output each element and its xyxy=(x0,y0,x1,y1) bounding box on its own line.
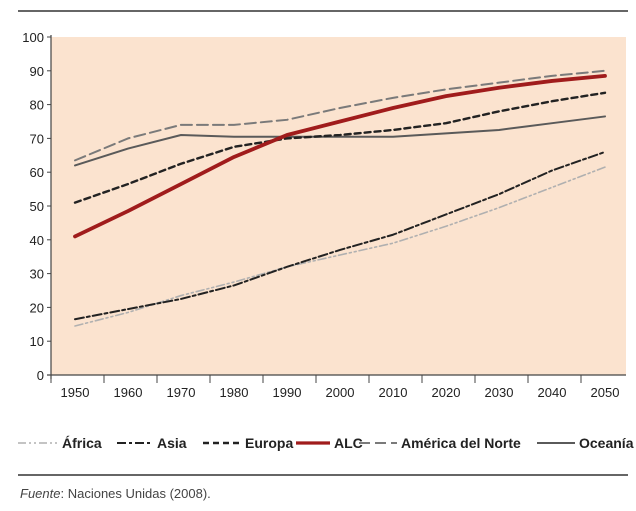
legend-label-america-del-norte: América del Norte xyxy=(401,435,521,451)
series-line-africa xyxy=(74,166,606,327)
x-tick-label: 2020 xyxy=(432,385,461,400)
x-tick-label: 1980 xyxy=(220,385,249,400)
bottom-rule xyxy=(18,474,628,476)
x-tick-label: 1970 xyxy=(167,385,196,400)
y-tick-label: 30 xyxy=(30,267,44,282)
x-tick-label: 1960 xyxy=(114,385,143,400)
legend-label-oceania: Oceanía xyxy=(579,435,634,451)
legend-label-europa: Europa xyxy=(245,435,293,451)
y-tick-label: 90 xyxy=(30,64,44,79)
series-line-asia xyxy=(74,150,606,321)
y-tick-label: 10 xyxy=(30,334,44,349)
series-line-america-del-norte xyxy=(74,69,606,162)
y-tick-label: 0 xyxy=(37,368,44,383)
legend-label-africa: África xyxy=(62,435,102,451)
y-tick-label: 100 xyxy=(22,30,44,45)
x-tick-label: 1950 xyxy=(61,385,90,400)
x-tick-label: 2010 xyxy=(379,385,408,400)
x-tick-label: 2030 xyxy=(485,385,514,400)
legend-label-alc: ALC xyxy=(334,435,363,451)
series-line-europa xyxy=(73,91,607,204)
y-tick-label: 20 xyxy=(30,300,44,315)
x-tick-label: 2000 xyxy=(326,385,355,400)
x-tick-label: 1990 xyxy=(273,385,302,400)
y-tick-label: 40 xyxy=(30,233,44,248)
y-tick-label: 50 xyxy=(30,199,44,214)
source-prefix: Fuente xyxy=(20,486,61,501)
x-tick-label: 2050 xyxy=(591,385,620,400)
legend-label-asia: Asia xyxy=(157,435,187,451)
series-line-alc xyxy=(73,73,607,239)
y-tick-label: 80 xyxy=(30,98,44,113)
x-tick-label: 2040 xyxy=(538,385,567,400)
source-note: Fuente: Naciones Unidas (2008). xyxy=(20,486,211,501)
y-tick-label: 70 xyxy=(30,131,44,146)
top-rule xyxy=(18,10,628,12)
series-line-oceania xyxy=(74,115,606,167)
y-tick-label: 60 xyxy=(30,165,44,180)
source-text: : Naciones Unidas (2008). xyxy=(60,486,211,501)
plot-background xyxy=(51,37,626,375)
